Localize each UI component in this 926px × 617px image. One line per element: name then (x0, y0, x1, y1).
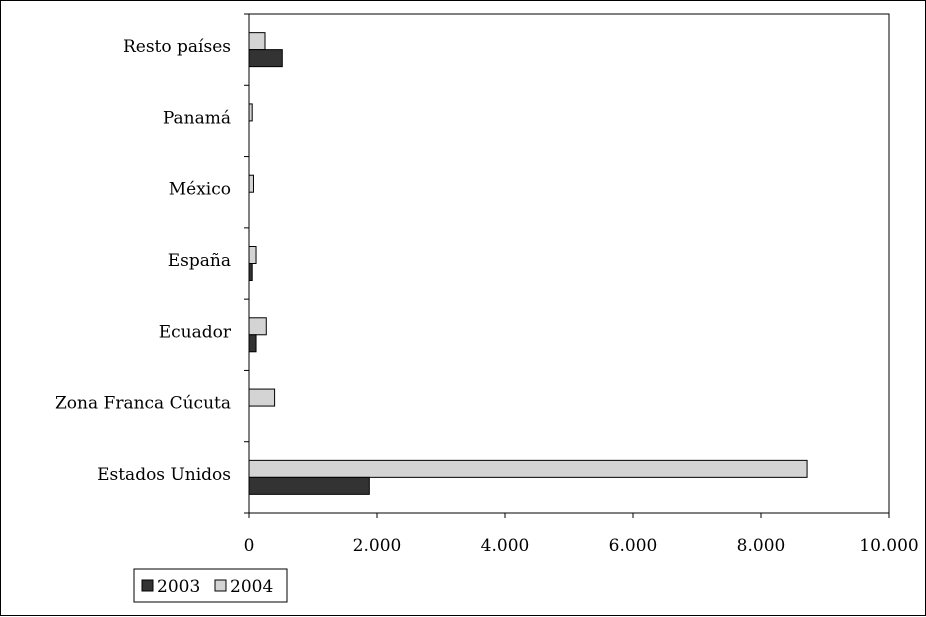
legend-label: 2003 (157, 577, 200, 597)
x-tick-label: 8.000 (737, 536, 786, 556)
bar-2003 (248, 263, 253, 281)
category-label: España (168, 251, 231, 271)
bar-2004 (248, 174, 254, 193)
legend-swatch (141, 579, 154, 592)
x-tick-label: 10.000 (859, 536, 918, 556)
bar-2003 (248, 49, 283, 68)
category-label: México (169, 180, 231, 200)
x-tick-label: 2.000 (353, 536, 402, 556)
bar-2003 (248, 334, 257, 353)
x-tick-label: 0 (244, 536, 255, 556)
legend-box (133, 568, 288, 603)
category-label: Resto países (123, 37, 231, 57)
bar-2004 (248, 317, 267, 336)
bar-2004 (248, 103, 253, 122)
bar-2004 (248, 246, 257, 264)
plot-area (248, 13, 890, 514)
category-label: Panamá (163, 108, 231, 128)
bar-2003 (248, 476, 370, 495)
x-tick-label: 4.000 (481, 536, 530, 556)
bar-2004 (248, 32, 266, 51)
category-label: Zona Franca Cúcuta (55, 394, 231, 414)
bar-2004 (248, 459, 808, 478)
bar-2004 (248, 388, 276, 407)
category-label: Estados Unidos (97, 465, 231, 485)
category-label: Ecuador (159, 322, 232, 342)
x-tick-label: 6.000 (609, 536, 658, 556)
legend-swatch (214, 579, 227, 592)
legend-label: 2004 (230, 577, 273, 597)
